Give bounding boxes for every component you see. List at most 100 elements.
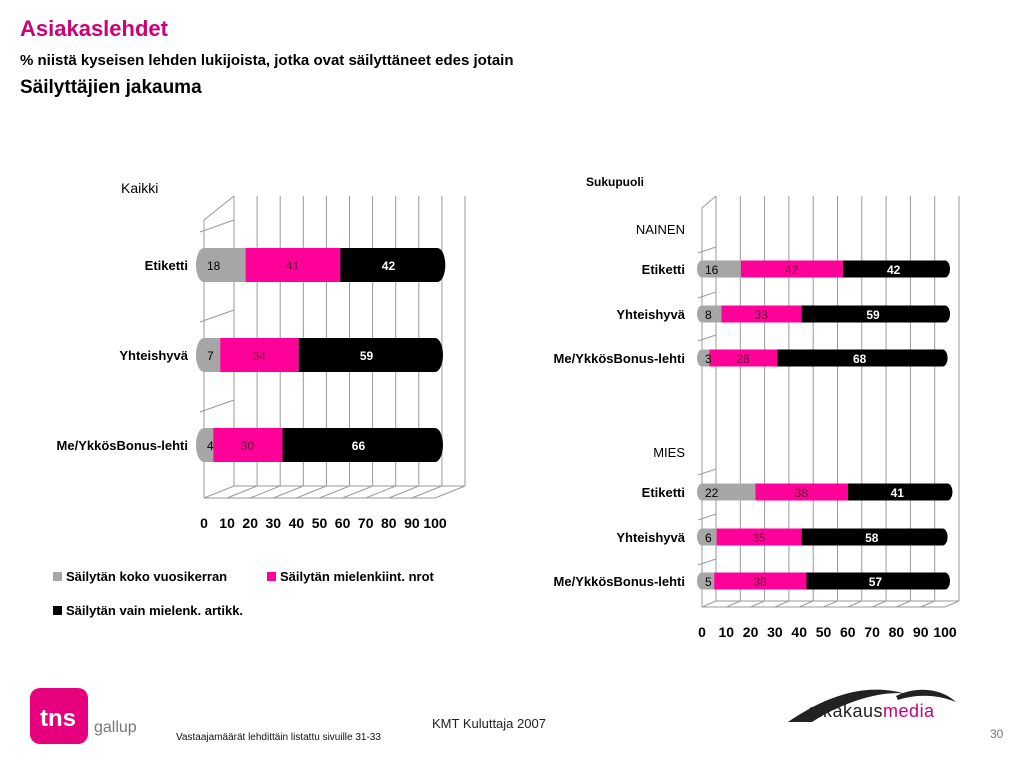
chart1-bar-cap — [940, 305, 950, 323]
chart0-bar-start — [196, 248, 212, 282]
chart1-bar-start — [697, 528, 707, 546]
chart1-bar-start — [697, 260, 707, 278]
chart0-tick-label: 50 — [312, 515, 328, 531]
chart0-data-label: 66 — [352, 439, 366, 453]
chart1-floor-line — [701, 600, 717, 608]
chart1-floor-line — [871, 600, 887, 608]
chart0-floor-line — [273, 485, 304, 499]
chart0-category-label: Etiketti — [145, 258, 188, 273]
chart1-tick-label: 80 — [889, 624, 905, 640]
chart0-data-label: 30 — [241, 439, 255, 453]
chart1-tick-label: 60 — [840, 624, 856, 640]
chart0-bar-segment — [213, 428, 283, 462]
chart1-bar-segment — [842, 260, 945, 278]
chart1-row-line — [697, 291, 717, 299]
chart1-bar-start — [697, 572, 707, 590]
chart0-tick-label: 20 — [242, 515, 258, 531]
chart0-bar-segment — [340, 248, 438, 282]
tns-logo-text: tns — [40, 705, 76, 732]
chart1-data-label: 22 — [705, 486, 719, 500]
chart0-bar-cap — [427, 428, 443, 462]
aikakausmedia-swoosh — [788, 689, 956, 722]
tns-logo-square — [30, 688, 88, 744]
chart0-row-line — [199, 219, 235, 233]
chart1-bar-segment — [755, 483, 848, 501]
chart1-bar-segment — [847, 483, 948, 501]
chart1-bar-segment — [702, 305, 722, 323]
chart1-data-label: 42 — [785, 263, 799, 277]
chart1-data-label: 57 — [869, 575, 883, 589]
legend-label: Säilytän koko vuosikerran — [66, 569, 227, 584]
chart1-bar-start — [697, 483, 707, 501]
chart1-category-label: Me/YkkösBonus-lehti — [554, 574, 685, 589]
chart1-group-label: NAINEN — [636, 222, 685, 237]
page-title: Asiakaslehdet — [20, 16, 168, 41]
chart0-tick-label: 80 — [381, 515, 397, 531]
chart1-tick-label: 10 — [719, 624, 735, 640]
chart1-floor-line — [799, 600, 814, 608]
chart0-bar-start — [196, 428, 212, 462]
chart1-floor-line — [944, 600, 960, 608]
legend-label: Säilytän vain mielenk. artikk. — [66, 603, 243, 618]
aikakausmedia-logo: aikakausmedia — [808, 701, 935, 722]
chart0-bar-segment — [298, 338, 435, 372]
chart1-row-line — [697, 246, 717, 254]
chart0-row-line — [199, 399, 235, 413]
chart1-bar-cap — [940, 260, 950, 278]
chart0-floor-line — [388, 485, 419, 499]
chart1-data-label: 42 — [887, 263, 901, 277]
chart0-bar-start — [196, 338, 212, 372]
chart0-floor-line — [296, 485, 327, 499]
chart1-data-label: 3 — [705, 352, 712, 366]
chart0-data-label: 18 — [207, 259, 221, 273]
chart1-tick-label: 0 — [698, 624, 706, 640]
chart0-bar-segment — [282, 428, 435, 462]
chart0-tick-label: 90 — [404, 515, 420, 531]
chart1-floor-line — [896, 600, 911, 608]
chart0-bar-segment — [220, 338, 299, 372]
page-subtitle-2: Säilyttäjien jakauma — [20, 77, 202, 98]
chart0-tick-label: 100 — [423, 515, 447, 531]
footer-note: Vastaajamäärät lehdittäin listattu sivui… — [176, 732, 381, 743]
chart1-floor-line — [847, 600, 862, 608]
chart0-data-label: 59 — [360, 349, 374, 363]
chart1-data-label: 38 — [795, 486, 809, 500]
chart1-group-label: MIES — [653, 445, 685, 460]
chart1-data-label: 59 — [866, 308, 880, 322]
chart1-data-label: 5 — [705, 575, 712, 589]
chart0-floor-line — [250, 485, 281, 499]
chart0-floor-line — [203, 485, 235, 499]
chart1-floor-line — [774, 600, 790, 608]
chart1-row-line — [697, 468, 717, 476]
chart1-data-label: 6 — [705, 531, 712, 545]
chart1-bar-segment — [702, 483, 756, 501]
legend-swatch — [53, 606, 62, 615]
chart1-title: Sukupuoli — [586, 175, 644, 189]
aikakausmedia-logo-part1: aikakaus — [808, 701, 884, 721]
chart1-bar-segment — [709, 349, 778, 367]
chart0-category-label: Yhteishyvä — [119, 348, 188, 363]
chart0-bar-segment — [245, 248, 341, 282]
chart0-data-label: 7 — [207, 349, 214, 363]
chart1-floor-line — [750, 600, 765, 608]
page-subtitle: % niistä kyseisen lehden lukijoista, jot… — [20, 52, 514, 69]
chart0-row-line — [199, 309, 235, 323]
chart1-floor-line — [823, 600, 838, 608]
chart1-row-line — [697, 334, 717, 342]
legend-label: Säilytän mielenkiint. nrot — [280, 569, 435, 584]
aikakausmedia-logo-part2: media — [883, 701, 935, 721]
chart1-bar-cap — [937, 528, 948, 546]
chart1-data-label: 35 — [752, 531, 766, 545]
chart1-category-label: Etiketti — [642, 485, 685, 500]
chart1-bar-segment — [801, 528, 943, 546]
chart1-bar-segment — [714, 572, 807, 590]
chart0-floor-line — [226, 485, 258, 499]
chart1-bar-segment — [777, 349, 943, 367]
chart0-category-label: Me/YkkösBonus-lehti — [57, 438, 188, 453]
chart1-bar-segment — [740, 260, 843, 278]
chart1-data-label: 58 — [865, 531, 879, 545]
chart1-bar-segment — [716, 528, 802, 546]
chart1-data-label: 68 — [853, 352, 867, 366]
chart0-tick-label: 30 — [266, 515, 282, 531]
